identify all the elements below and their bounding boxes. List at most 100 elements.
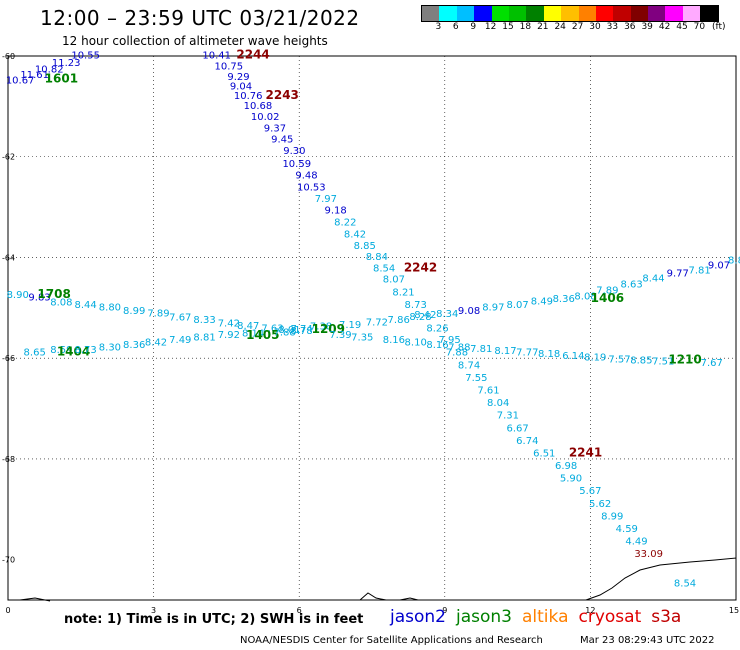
colorbar-label: 45 xyxy=(676,22,688,32)
wave-height-value: 8.63 xyxy=(621,280,643,291)
colorbar-swatch xyxy=(439,6,457,21)
wave-height-value: 7.92 xyxy=(218,330,240,341)
x-tick-label: 12 xyxy=(585,606,595,615)
wave-height-value: 7.97 xyxy=(315,194,337,205)
wave-height-value: 8.65 xyxy=(24,348,46,359)
wave-height-value: 8.44 xyxy=(75,300,97,311)
y-tick-label: -70 xyxy=(2,556,15,565)
wave-height-value: 8.33 xyxy=(193,315,215,326)
footer-credit: NOAA/NESDIS Center for Satellite Applica… xyxy=(240,635,543,646)
wave-height-value: 6.98 xyxy=(555,461,577,472)
y-tick-label: -66 xyxy=(2,354,15,363)
wave-height-value: 5.62 xyxy=(589,499,611,510)
wave-height-value: 8.10 xyxy=(405,338,427,349)
wave-height-value: 5.67 xyxy=(579,486,601,497)
wave-height-value: 10.76 xyxy=(234,91,263,102)
wave-height-value: 8.30 xyxy=(99,343,121,354)
x-tick-label: 15 xyxy=(729,606,739,615)
colorbar-label: 39 xyxy=(641,22,653,32)
colorbar-swatch xyxy=(543,6,562,21)
time-label: 1708 xyxy=(37,287,70,301)
wave-height-value: 8.90 xyxy=(7,290,29,301)
wave-height-value: 8.59 xyxy=(50,345,72,356)
colorbar-swatch xyxy=(648,6,666,21)
wave-height-value: 8.81 xyxy=(193,333,215,344)
colorbar-unit: (ft) xyxy=(712,22,726,32)
colorbar-labels: 3 6 9 12 15 18 21 24 27 30 33 36 39 42 45 70 xyxy=(421,22,740,34)
colorbar-label: 18 xyxy=(519,22,532,32)
wave-height-value: 9.83 xyxy=(28,292,50,303)
wave-height-value: 8.08 xyxy=(574,291,596,302)
wave-height-value: 8.99 xyxy=(123,306,145,317)
wave-height-value: 10.55 xyxy=(71,51,100,62)
wave-height-value: 7.63 xyxy=(261,324,283,335)
wave-height-value: 8.85 xyxy=(630,355,652,366)
wave-height-value: 7.38 xyxy=(310,322,332,333)
colorbar-swatch xyxy=(595,6,614,21)
wave-height-value: 8.73 xyxy=(405,300,427,311)
colorbar-label: 3 xyxy=(435,22,442,32)
wave-height-value: 7.61 xyxy=(477,385,499,396)
footer-timestamp: Mar 23 08:29:43 UTC 2022 xyxy=(580,635,715,646)
wave-height-value: 8.17 xyxy=(494,346,516,357)
legend-jason3: jason3 xyxy=(456,607,512,627)
colorbar-label: 30 xyxy=(589,22,601,32)
map-subtitle: 12 hour collection of altimeter wave hei… xyxy=(62,34,328,48)
colorbar-label: 12 xyxy=(484,22,497,32)
wave-height-value: 8.14 xyxy=(242,329,264,340)
wave-height-value: 10.53 xyxy=(297,182,326,193)
wave-height-value: 7.49 xyxy=(169,335,191,346)
colorbar-label: 36 xyxy=(624,22,636,32)
time-label: 2244 xyxy=(236,48,269,62)
colorbar-swatch xyxy=(665,6,683,21)
satellite-legend: jason2 jason3 altika cryosat s3a xyxy=(390,607,691,627)
wave-height-value: 9.37 xyxy=(264,124,286,135)
legend-s3a: s3a xyxy=(651,607,682,627)
wave-height-value: 8.85 xyxy=(354,241,376,252)
time-label: 1601 xyxy=(45,72,78,86)
wave-height-value: 7.88 xyxy=(274,328,296,339)
wave-height-value: 7.81 xyxy=(470,344,492,355)
wave-height-value: 7.86 xyxy=(388,315,410,326)
legend-cryosat: cryosat xyxy=(578,607,642,627)
y-tick-label: -60 xyxy=(2,52,15,61)
wave-height-value: 7.57 xyxy=(608,354,630,365)
colorbar-swatch xyxy=(682,6,701,21)
wave-height-value: 10.75 xyxy=(215,62,244,73)
wave-height-value: 11.61 xyxy=(20,70,49,81)
colorbar-label: 6 xyxy=(452,22,459,32)
wave-height-value: 8.97 xyxy=(482,302,504,313)
wave-height-value: 8.01 xyxy=(278,325,300,336)
coastline-small xyxy=(19,592,430,602)
colorbar-swatch xyxy=(561,6,579,21)
time-label: 2243 xyxy=(266,88,299,102)
map-border xyxy=(7,55,737,601)
wave-height-value: 8.16 xyxy=(426,340,448,351)
colorbar-swatch xyxy=(700,6,718,21)
time-label: 1405 xyxy=(246,328,279,342)
wave-height-value: 9.07 xyxy=(708,261,730,272)
wave-height-value: 7.72 xyxy=(366,317,388,328)
colorbar-swatch xyxy=(456,6,475,21)
wave-height-value: 8.47 xyxy=(237,321,259,332)
wave-height-value: 7.42 xyxy=(218,318,240,329)
x-tick-label: 9 xyxy=(442,606,447,615)
note-text: note: 1) Time is in UTC; 2) SWH is in fe… xyxy=(64,612,364,627)
wave-height-value: 7.89 xyxy=(596,286,618,297)
wave-height-value: 8.42 xyxy=(414,310,436,321)
wave-height-value: 33.09 xyxy=(634,549,663,560)
map-grid xyxy=(7,55,737,601)
wave-height-value: 8.99 xyxy=(601,511,623,522)
wave-height-value: 8.42 xyxy=(145,338,167,349)
wave-height-value: 6.51 xyxy=(533,448,555,459)
time-label: 1406 xyxy=(591,291,624,305)
wave-height-value: 10.67 xyxy=(6,76,35,87)
wave-height-value: 4.59 xyxy=(616,524,638,535)
wave-height-value: 7.88 xyxy=(448,343,470,354)
wave-height-value: 9.04 xyxy=(230,82,252,93)
time-label: 1210 xyxy=(668,352,701,366)
map-title: 12:00 – 23:59 UTC 03/21/2022 xyxy=(40,6,360,30)
wave-height-value: 8.8 xyxy=(728,256,740,267)
